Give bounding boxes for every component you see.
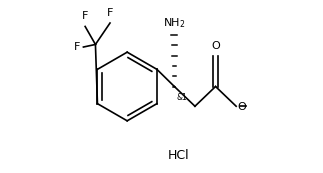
- Text: F: F: [82, 11, 88, 21]
- Text: F: F: [107, 8, 113, 18]
- Text: HCl: HCl: [168, 149, 190, 162]
- Text: &1: &1: [176, 93, 187, 102]
- Text: NH$_2$: NH$_2$: [163, 16, 186, 30]
- Text: O: O: [238, 102, 247, 112]
- Text: F: F: [74, 42, 80, 52]
- Text: O: O: [211, 41, 220, 51]
